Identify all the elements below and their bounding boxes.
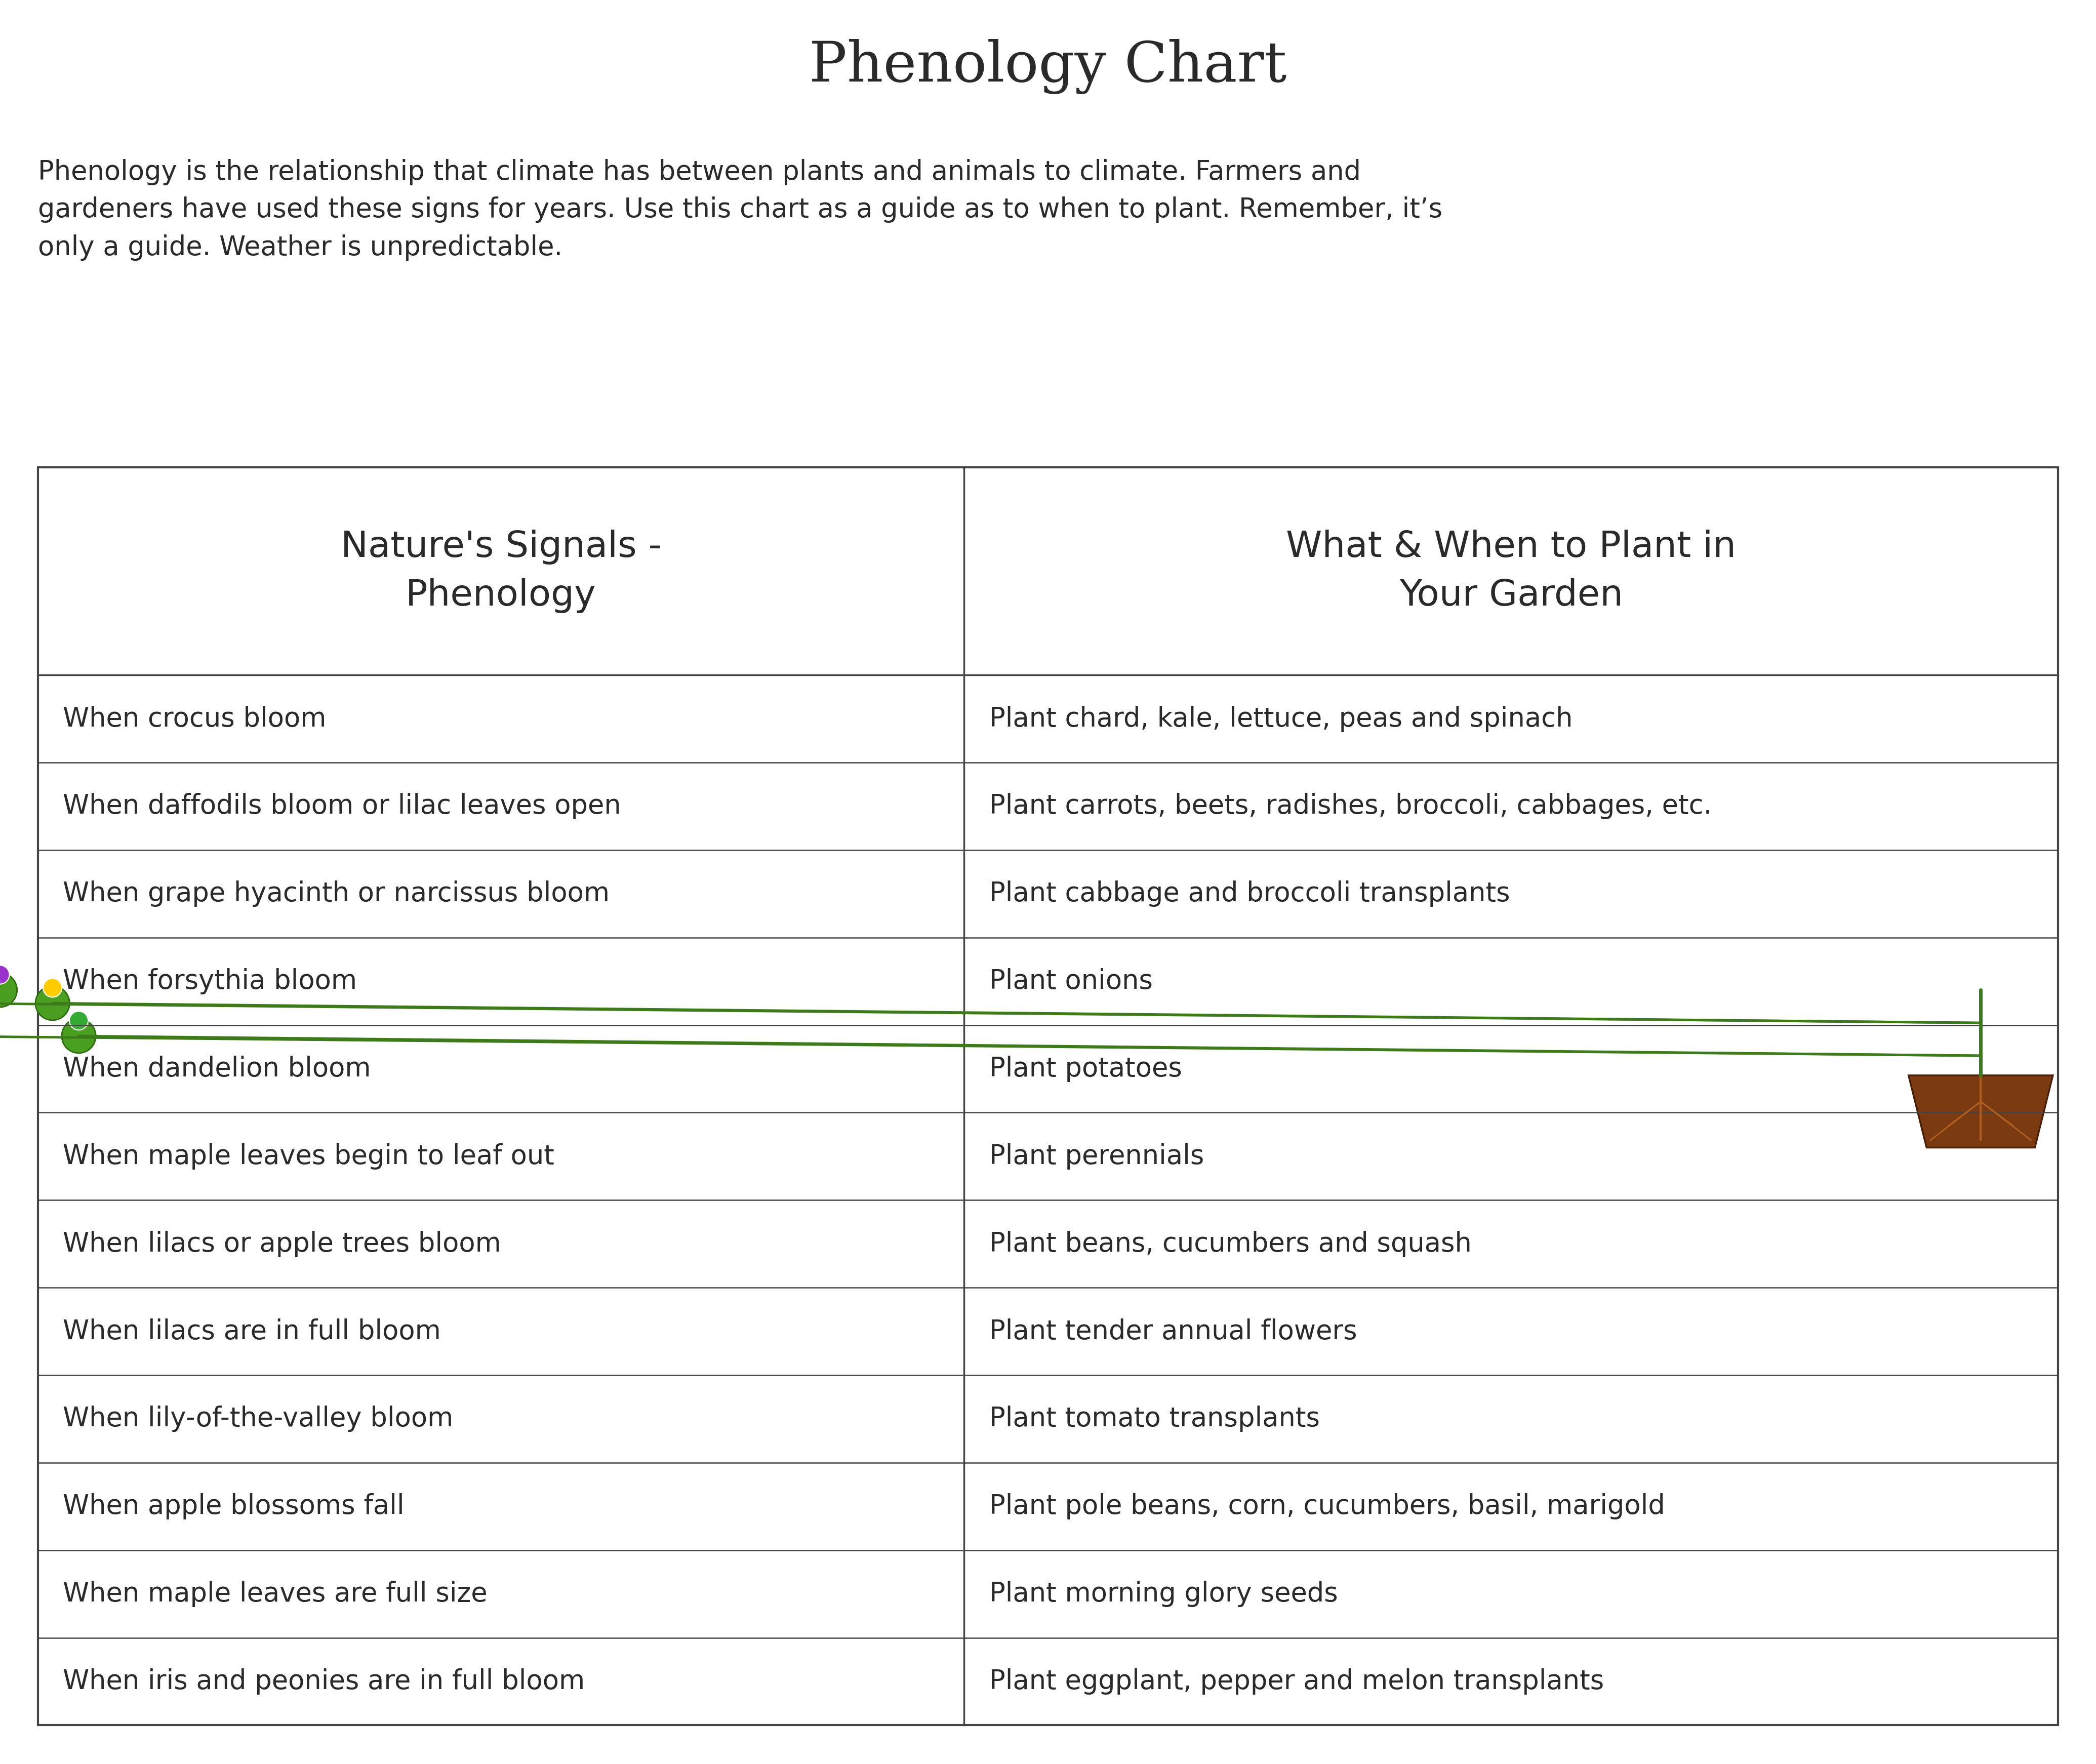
Text: Plant tender annual flowers: Plant tender annual flowers — [989, 1318, 1358, 1344]
Text: Plant morning glory seeds: Plant morning glory seeds — [989, 1581, 1337, 1607]
Text: When crocus bloom: When crocus bloom — [63, 706, 327, 732]
Bar — [38, 467, 2058, 1725]
Text: Plant cabbage and broccoli transplants: Plant cabbage and broccoli transplants — [989, 880, 1509, 907]
Circle shape — [61, 1020, 96, 1053]
Text: Plant onions: Plant onions — [989, 968, 1153, 995]
Text: What & When to Plant in
Your Garden: What & When to Plant in Your Garden — [1287, 529, 1735, 614]
Text: Phenology is the relationship that climate has between plants and animals to cli: Phenology is the relationship that clima… — [38, 159, 1442, 261]
Text: Nature's Signals -
Phenology: Nature's Signals - Phenology — [340, 529, 662, 614]
Text: When maple leaves are full size: When maple leaves are full size — [63, 1581, 488, 1607]
Text: Plant chard, kale, lettuce, peas and spinach: Plant chard, kale, lettuce, peas and spi… — [989, 706, 1572, 732]
Text: Plant eggplant, pepper and melon transplants: Plant eggplant, pepper and melon transpl… — [989, 1669, 1603, 1695]
Text: Plant pole beans, corn, cucumbers, basil, marigold: Plant pole beans, corn, cucumbers, basil… — [989, 1494, 1664, 1519]
Text: When daffodils bloom or lilac leaves open: When daffodils bloom or lilac leaves ope… — [63, 794, 620, 820]
Text: When grape hyacinth or narcissus bloom: When grape hyacinth or narcissus bloom — [63, 880, 610, 907]
Text: When lilacs are in full bloom: When lilacs are in full bloom — [63, 1318, 440, 1344]
Text: When lily-of-the-valley bloom: When lily-of-the-valley bloom — [63, 1406, 453, 1432]
Text: Plant potatoes: Plant potatoes — [989, 1055, 1182, 1081]
Text: Plant carrots, beets, radishes, broccoli, cabbages, etc.: Plant carrots, beets, radishes, broccoli… — [989, 794, 1712, 820]
Text: When maple leaves begin to leaf out: When maple leaves begin to leaf out — [63, 1143, 555, 1170]
Text: When dandelion bloom: When dandelion bloom — [63, 1055, 371, 1081]
Text: When iris and peonies are in full bloom: When iris and peonies are in full bloom — [63, 1669, 585, 1695]
Text: Phenology Chart: Phenology Chart — [809, 39, 1287, 93]
Polygon shape — [1909, 1076, 2052, 1148]
Text: Plant perennials: Plant perennials — [989, 1143, 1205, 1170]
Circle shape — [69, 1011, 88, 1030]
Text: When lilacs or apple trees bloom: When lilacs or apple trees bloom — [63, 1231, 501, 1258]
Circle shape — [36, 986, 69, 1020]
Text: Plant tomato transplants: Plant tomato transplants — [989, 1406, 1320, 1432]
Circle shape — [0, 974, 17, 1007]
Circle shape — [0, 965, 8, 984]
Text: Plant beans, cucumbers and squash: Plant beans, cucumbers and squash — [989, 1231, 1471, 1258]
Text: When forsythia bloom: When forsythia bloom — [63, 968, 356, 995]
Text: When apple blossoms fall: When apple blossoms fall — [63, 1494, 405, 1519]
Circle shape — [44, 979, 63, 997]
